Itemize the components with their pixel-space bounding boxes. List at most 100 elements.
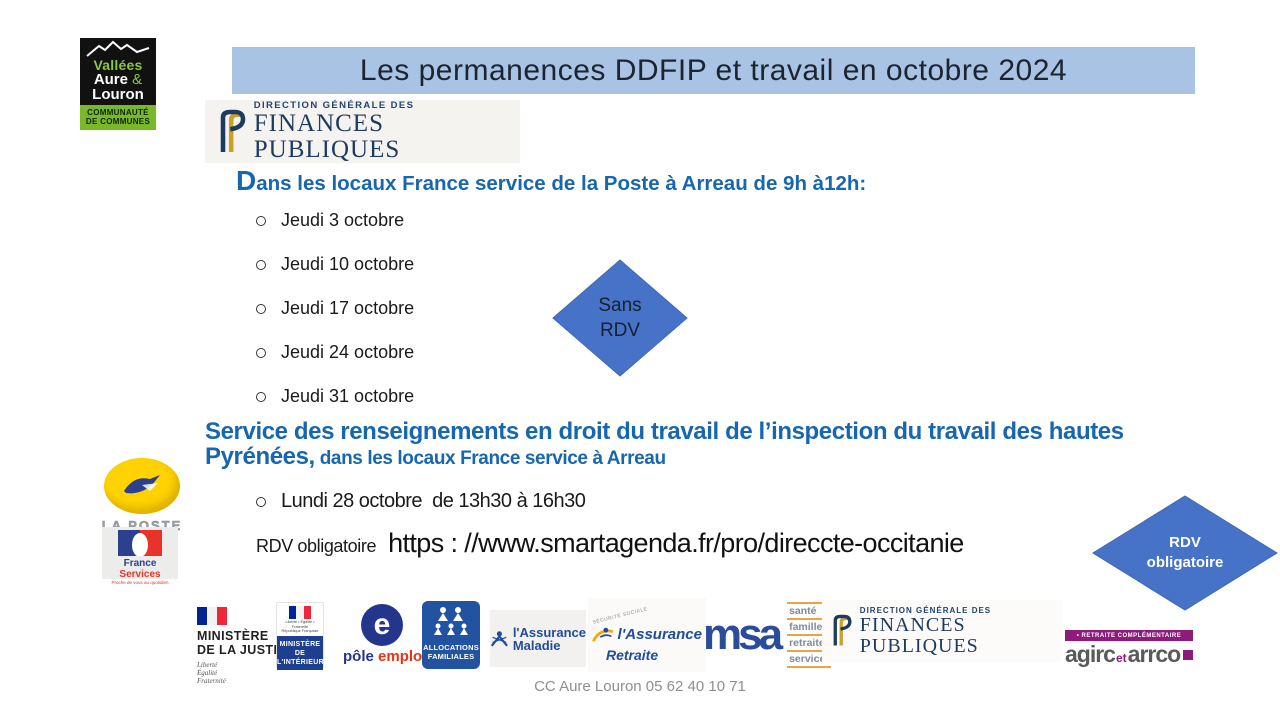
la-poste-bird-icon xyxy=(124,475,160,494)
motto-fraternite: Fraternité xyxy=(197,677,226,685)
dgfip-logo-bottom: DIRECTION GÉNÉRALE DES FINANCES PUBLIQUE… xyxy=(822,600,1062,662)
diamond-shape-icon xyxy=(552,259,688,377)
cc-logo-aure: Aure & xyxy=(80,72,156,87)
list-item: Jeudi 10 octobre xyxy=(256,254,414,275)
smartagenda-url-link[interactable]: https : //www.smartagenda.fr/pro/direcct… xyxy=(388,528,964,558)
rdv-url-row: RDV obligatoire https : //www.smartagend… xyxy=(256,528,964,559)
caf-line2: FAMILIALES xyxy=(427,651,475,661)
diamond-shape-icon xyxy=(1092,495,1278,611)
mountain-icon xyxy=(86,40,150,57)
sans-rdv-line2: RDV xyxy=(599,320,641,341)
caf-line1: ALLOCATIONS xyxy=(423,643,479,652)
footer-contact: CC Aure Louron 05 62 40 10 71 xyxy=(534,678,746,695)
interieur-motto2: République Française xyxy=(281,629,319,633)
retraite-figure-icon xyxy=(592,627,614,642)
assurance-word: l'Assurance xyxy=(617,626,702,643)
france-services-wordmark: France Services xyxy=(102,558,178,580)
date-text: Jeudi 31 octobre xyxy=(281,386,415,406)
agirc-wordmark: agirc et arrco xyxy=(1065,641,1193,668)
pole-word: pôle xyxy=(343,648,379,665)
sans-rdv-label: Sans RDV xyxy=(552,259,688,377)
france-services-tagline: Proche de vous au quotidien xyxy=(111,580,169,585)
cc-logo-band-line2: DE COMMUNES xyxy=(85,117,151,126)
date-text: Jeudi 17 octobre xyxy=(281,298,415,318)
section1-heading-text: ans les locaux France service de la Post… xyxy=(256,172,867,195)
lundi-date-text: Lundi 28 octobre de 13h30 à 16h30 xyxy=(281,490,586,512)
list-item: Jeudi 17 octobre xyxy=(256,298,414,319)
french-flag-icon xyxy=(289,606,311,619)
list-item: Jeudi 3 octobre xyxy=(256,210,414,231)
date-text: Jeudi 24 octobre xyxy=(281,342,415,362)
bullet-circle-icon xyxy=(256,215,266,226)
date-text: Jeudi 10 octobre xyxy=(281,254,415,274)
cc-aure-louron-logo: Vallées Aure & Louron COMMUNAUTÉ DE COMM… xyxy=(80,38,156,130)
interieur-line2: DE xyxy=(294,649,306,657)
france-services-word-services: Services xyxy=(119,569,161,580)
assurance-maladie-figures-icon xyxy=(490,630,508,647)
agirc-retraite-band: • RETRAITE COMPLÉMENTAIRE xyxy=(1065,630,1193,641)
dgfip-logo-top: DIRECTION GÉNÉRALE DES FINANCES PUBLIQUE… xyxy=(205,100,520,163)
bullet-circle-icon xyxy=(256,303,266,314)
section2-heading-sub: dans les locaux France service à Arreau xyxy=(314,448,666,469)
msa-service-retraite: retraite xyxy=(787,634,832,650)
pole-emploi-wordmark: pôle emploi xyxy=(343,648,426,665)
rdv-obligatoire-label-block: RDV obligatoire xyxy=(1092,495,1278,611)
date-text: Jeudi 3 octobre xyxy=(281,210,405,230)
page-title: Les permanences DDFIP et travail en octo… xyxy=(359,53,1068,87)
agirc-square-icon xyxy=(1183,649,1193,660)
bullet-circle-icon xyxy=(256,347,266,358)
ministere-justice-logo: MINISTÈRE DE LA JUSTICE Liberté Égalité … xyxy=(197,607,322,685)
list-item: Jeudi 31 octobre xyxy=(256,386,414,407)
pole-emploi-letter: e xyxy=(373,608,391,641)
sans-rdv-line1: Sans xyxy=(598,295,642,316)
interieur-blue-box: MINISTÈRE DE L'INTÉRIEUR xyxy=(277,635,324,670)
section1-heading: Dans les locaux France service de la Pos… xyxy=(236,165,866,197)
pole-emploi-logo: e pôle emploi xyxy=(343,604,426,665)
cc-logo-vallees: Vallées xyxy=(93,57,143,73)
et-word: et xyxy=(1115,651,1127,665)
rdv-obligatoire-line1: RDV xyxy=(1169,534,1201,551)
maladie-word: Maladie xyxy=(512,637,561,653)
assurance-retraite-row: l'Assurance xyxy=(592,622,702,648)
motto-liberte: Liberté xyxy=(197,661,218,669)
cc-logo-aure-text: Aure xyxy=(93,71,128,88)
bullet-circle-icon xyxy=(256,259,266,270)
dgfip-finances-text: FINANCES PUBLIQUES xyxy=(253,110,401,163)
dgfip-monogram-icon xyxy=(220,109,246,152)
dgfip-text-block: DIRECTION GÉNÉRALE DES FINANCES PUBLIQUE… xyxy=(254,100,512,163)
interieur-motto1: Liberté • Égalité • Fraternité xyxy=(285,620,315,629)
family-figures-icon xyxy=(434,607,468,635)
justice-line2: DE LA JUSTICE xyxy=(197,643,296,657)
justice-motto: Liberté Égalité Fraternité xyxy=(197,661,322,685)
dgfip-monogram-icon xyxy=(833,614,852,646)
section1-heading-dropcap: D xyxy=(236,165,257,196)
assurance-maladie-wordmark: l'Assurance Maladie xyxy=(513,626,586,652)
allocations-familiales-logo: ALLOCATIONS FAMILIALES xyxy=(422,601,480,669)
assurance-maladie-logo: l'Assurance Maladie xyxy=(490,610,586,667)
rdv-obligatoire-diamond: RDV obligatoire xyxy=(1092,495,1278,611)
interieur-line3: L'INTÉRIEUR xyxy=(277,658,324,666)
msa-logo: msa santé famille retraite services xyxy=(703,602,832,668)
assurance-word: l'Assurance xyxy=(512,624,586,640)
france-services-logo: France Services Proche de vous au quotid… xyxy=(102,527,178,585)
justice-line1: MINISTÈRE xyxy=(197,629,269,643)
dgfip-direction-text: DIRECTION GÉNÉRALE DES xyxy=(859,605,992,615)
cc-logo-band-line1: COMMUNAUTÉ xyxy=(87,108,149,117)
msa-services-list: santé famille retraite services xyxy=(787,602,832,668)
section2-heading-main: Service des renseignements en droit du t… xyxy=(205,418,1124,470)
retraite-word: Retraite xyxy=(606,647,659,663)
ministere-interieur-logo: Liberté • Égalité • Fraternité Républiqu… xyxy=(276,602,324,670)
cc-logo-black-panel: Vallées Aure & Louron xyxy=(80,38,156,105)
emploi-word: emploi xyxy=(378,648,427,665)
msa-service-famille: famille xyxy=(787,618,832,634)
pole-emploi-e-icon: e xyxy=(361,604,403,646)
la-poste-ball-icon xyxy=(104,458,180,514)
october-dates-list: Jeudi 3 octobre Jeudi 10 octobre Jeudi 1… xyxy=(256,210,414,430)
bullet-circle-icon xyxy=(256,496,266,507)
france-services-word-france: France xyxy=(123,558,157,569)
msa-service-sante: santé xyxy=(787,602,832,618)
section2-heading: Service des renseignements en droit du t… xyxy=(205,419,1185,471)
arrco-word: arrco xyxy=(1127,641,1182,667)
list-item: Jeudi 24 octobre xyxy=(256,342,414,363)
